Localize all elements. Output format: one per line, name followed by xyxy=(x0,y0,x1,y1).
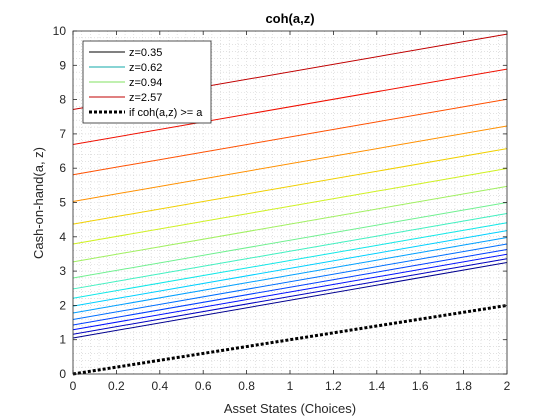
x-tick-label: 1.2 xyxy=(325,379,342,393)
y-tick-label: 10 xyxy=(53,24,67,38)
y-tick-label: 4 xyxy=(59,230,66,244)
y-tick-label: 5 xyxy=(59,196,66,210)
x-tick-label: 0.6 xyxy=(195,379,212,393)
x-tick-label: 1.4 xyxy=(368,379,385,393)
legend-entry: z=0.35 xyxy=(129,47,162,59)
legend-entry: z=0.94 xyxy=(129,77,162,89)
x-tick-label: 1.8 xyxy=(455,379,472,393)
x-tick-label: 0.4 xyxy=(151,379,168,393)
legend-entry: if coh(a,z) >= a xyxy=(129,107,203,119)
legend-entry: z=0.62 xyxy=(129,62,162,74)
y-tick-label: 9 xyxy=(59,58,66,72)
y-tick-label: 0 xyxy=(59,367,66,381)
y-tick-label: 6 xyxy=(59,161,66,175)
x-axis-label: Asset States (Choices) xyxy=(224,401,356,416)
y-tick-label: 2 xyxy=(59,298,66,312)
y-tick-label: 7 xyxy=(59,127,66,141)
y-tick-label: 3 xyxy=(59,264,66,278)
legend-entry: z=2.57 xyxy=(129,92,162,104)
y-axis-label: Cash-on-hand(a, z) xyxy=(31,147,46,259)
x-tick-label: 0.8 xyxy=(238,379,255,393)
y-tick-label: 1 xyxy=(59,333,66,347)
x-tick-label: 1.6 xyxy=(412,379,429,393)
y-tick-label: 8 xyxy=(59,93,66,107)
x-tick-label: 1 xyxy=(287,379,294,393)
x-tick-label: 0.2 xyxy=(108,379,125,393)
x-tick-label: 2 xyxy=(504,379,511,393)
chart-title: coh(a,z) xyxy=(265,11,314,26)
x-tick-label: 0 xyxy=(70,379,77,393)
legend: z=0.35 z=0.62 z=0.94 z=2.57 if coh(a,z) >= a xyxy=(83,41,211,123)
